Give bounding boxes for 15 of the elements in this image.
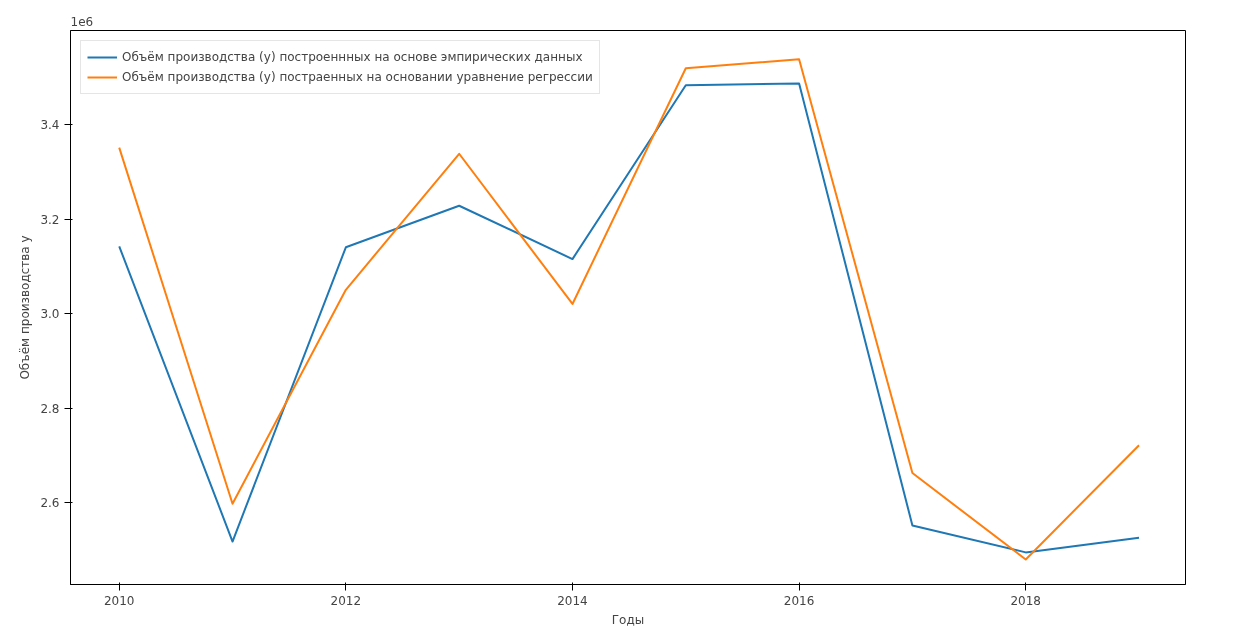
y-axis-title: Объём производства у: [18, 235, 33, 380]
x-tick-label: 2012: [330, 593, 362, 608]
y-tick-label: 3.4: [40, 118, 60, 133]
x-tick-label: 2010: [103, 593, 135, 608]
x-tick-label: 2018: [1010, 593, 1042, 608]
x-axis-title: Годы: [611, 612, 645, 627]
x-tick-label: 2016: [783, 593, 815, 608]
legend-label: Объём производства (у) постраенных на основании уравнение регрессии: [122, 70, 593, 84]
legend-label: Объём производства (у) построеннных на основе эмпирических данных: [122, 50, 583, 64]
y-tick-label: 3.2: [40, 212, 60, 227]
x-tick-label: 2014: [557, 593, 588, 608]
text: 1e6: [70, 14, 94, 29]
y-tick-label: 2.8: [40, 401, 60, 416]
y-tick-label: 3.0: [40, 307, 60, 322]
y-tick-label: 2.6: [40, 496, 60, 511]
